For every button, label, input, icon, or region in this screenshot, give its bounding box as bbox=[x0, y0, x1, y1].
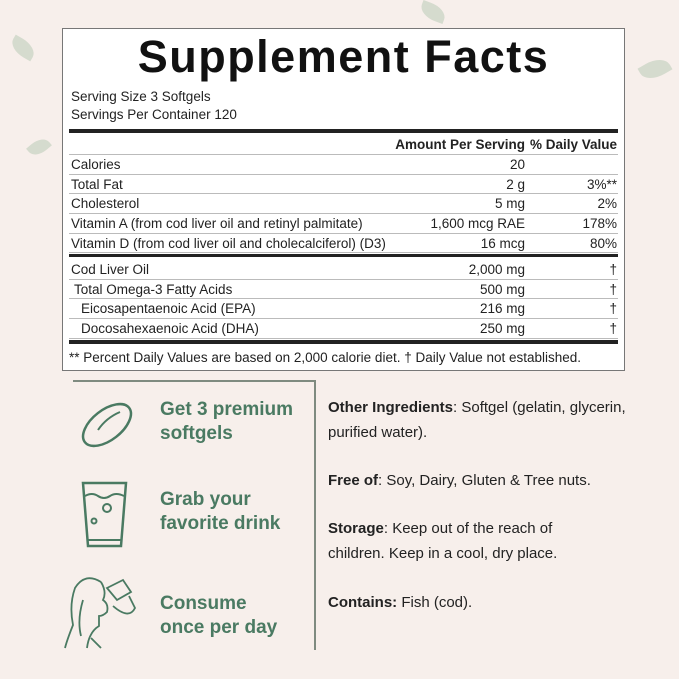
info-text: Fish (cod). bbox=[397, 594, 473, 611]
info-text: : Keep out of the reach of children. Kee… bbox=[328, 520, 558, 562]
step-1: Get 3 premium softgels bbox=[160, 398, 293, 446]
step-line: Consume bbox=[160, 593, 247, 614]
thick-rule bbox=[69, 340, 618, 344]
nutrient-amount: 2,000 mg bbox=[468, 262, 525, 277]
divider bbox=[314, 380, 316, 650]
nutrient-row: Total Omega-3 Fatty Acids 500 mg † bbox=[69, 280, 618, 300]
nutrient-amount: 216 mg bbox=[479, 301, 525, 317]
nutrient-row: Vitamin A (from cod liver oil and retiny… bbox=[69, 214, 618, 234]
glass-icon bbox=[81, 481, 128, 548]
header-row: Amount Per Serving % Daily Value bbox=[69, 135, 618, 155]
nutrient-amount: 500 mg bbox=[479, 281, 525, 297]
nutrient-name: Vitamin D (from cod liver oil and cholec… bbox=[71, 235, 386, 251]
info-text: : Softgel (gelatin, glycerin, purified w… bbox=[328, 399, 626, 441]
nutrient-row: Docosahexaenoic Acid (DHA) 250 mg † bbox=[69, 319, 618, 339]
info-block: Contains: Fish (cod). bbox=[328, 590, 648, 615]
info-block: Storage: Keep out of the reach of childr… bbox=[328, 516, 603, 566]
info-label: Free of bbox=[328, 472, 379, 489]
nutrient-amount: 2 g bbox=[506, 176, 525, 192]
step-line: favorite drink bbox=[160, 513, 281, 534]
divider bbox=[73, 380, 315, 382]
nutrient-dv: 3%** bbox=[586, 176, 617, 192]
nutrient-dv: † bbox=[609, 262, 617, 277]
serving-size: Serving Size 3 Softgels bbox=[71, 89, 211, 104]
nutrient-name: Calories bbox=[71, 157, 121, 172]
info-text: : Soy, Dairy, Gluten & Tree nuts. bbox=[378, 472, 591, 489]
leaf-decoration bbox=[637, 53, 673, 85]
nutrient-name: Cholesterol bbox=[71, 196, 140, 212]
nutrient-dv: 2% bbox=[597, 196, 617, 212]
nutrient-name: Cod Liver Oil bbox=[71, 262, 150, 277]
nutrient-dv: 178% bbox=[582, 216, 617, 232]
step-line: Grab your bbox=[160, 489, 251, 510]
supplement-facts-label: Supplement Facts Serving Size 3 Softgels… bbox=[62, 28, 625, 371]
nutrient-row: Cod Liver Oil 2,000 mg † bbox=[69, 260, 618, 280]
nutrient-name: Total Omega-3 Fatty Acids bbox=[74, 281, 233, 297]
nutrient-amount: 5 mg bbox=[494, 196, 525, 212]
col-dv: % Daily Value bbox=[529, 137, 617, 152]
info-label: Contains: bbox=[328, 594, 398, 611]
footnote: ** Percent Daily Values are based on 2,0… bbox=[69, 350, 582, 365]
nutrient-row: Eicosapentaenoic Acid (EPA) 216 mg † bbox=[69, 299, 618, 319]
nutrient-dv: 80% bbox=[589, 235, 617, 251]
nutrient-name: Total Fat bbox=[71, 176, 123, 192]
step-line: once per day bbox=[160, 617, 278, 638]
nutrient-amount: 16 mcg bbox=[480, 235, 525, 251]
nutrient-row: Total Fat 2 g 3%** bbox=[69, 175, 618, 195]
servings-per-container: Servings Per Container 120 bbox=[71, 107, 237, 122]
thick-rule bbox=[69, 129, 618, 133]
thick-rule bbox=[69, 254, 618, 257]
nutrient-row: Vitamin D (from cod liver oil and cholec… bbox=[69, 234, 618, 254]
leaf-decoration bbox=[26, 134, 52, 160]
leaf-decoration bbox=[418, 0, 448, 24]
label-title: Supplement Facts bbox=[137, 31, 550, 82]
nutrient-dv: † bbox=[609, 281, 617, 297]
step-line: softgels bbox=[160, 423, 233, 444]
nutrient-name: Eicosapentaenoic Acid (EPA) bbox=[81, 301, 256, 317]
woman-drinking-icon bbox=[64, 577, 137, 649]
nutrient-row: Calories 20 bbox=[69, 155, 618, 175]
leaf-decoration bbox=[7, 34, 39, 62]
softgel-icon bbox=[81, 402, 133, 448]
step-line: Get 3 premium bbox=[160, 399, 294, 420]
step-3: Consume once per day bbox=[160, 592, 277, 640]
nutrient-amount: 1,600 mcg RAE bbox=[430, 216, 525, 232]
nutrient-dv: † bbox=[609, 301, 617, 317]
nutrient-dv: † bbox=[609, 321, 617, 337]
nutrient-name: Docosahexaenoic Acid (DHA) bbox=[81, 321, 259, 337]
info-label: Other Ingredients bbox=[328, 399, 454, 416]
info-label: Storage bbox=[328, 520, 384, 537]
nutrient-name: Vitamin A (from cod liver oil and retiny… bbox=[71, 216, 363, 232]
nutrient-amount: 250 mg bbox=[479, 321, 525, 337]
col-amount: Amount Per Serving bbox=[395, 137, 525, 152]
nutrient-amount: 20 bbox=[509, 157, 525, 172]
nutrient-row: Cholesterol 5 mg 2% bbox=[69, 194, 618, 214]
step-2: Grab your favorite drink bbox=[160, 488, 280, 536]
info-block: Other Ingredients: Softgel (gelatin, gly… bbox=[328, 395, 628, 445]
info-block: Free of: Soy, Dairy, Gluten & Tree nuts. bbox=[328, 468, 648, 493]
